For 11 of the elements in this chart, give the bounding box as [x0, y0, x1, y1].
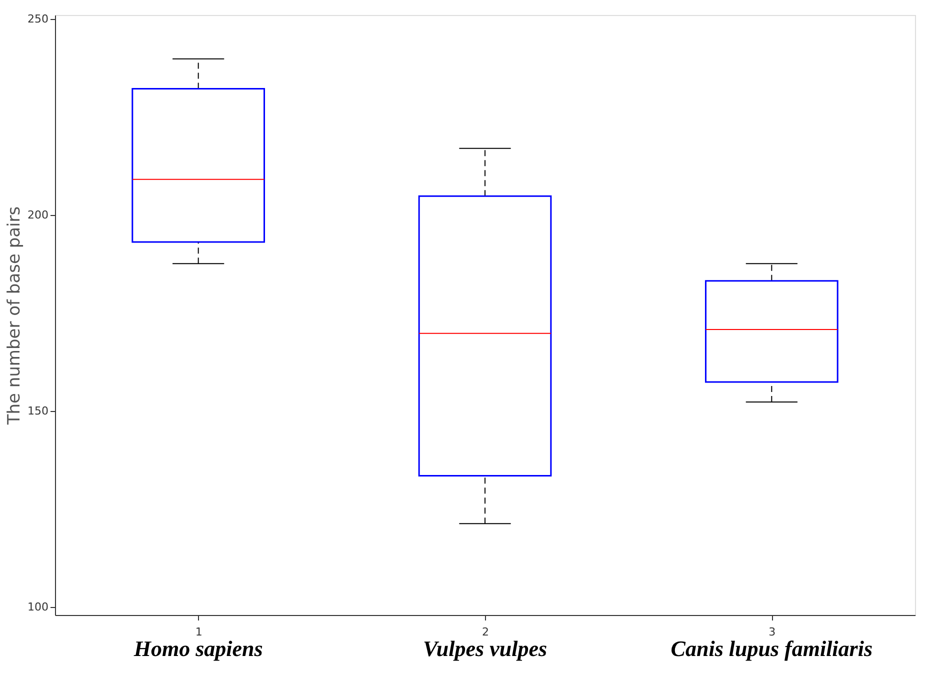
x-tick-label: 3 — [768, 626, 776, 638]
x-tick-label: 1 — [195, 626, 202, 638]
text: Homo sapiens — [132, 636, 263, 661]
x-tick-label: 2 — [482, 626, 489, 638]
y-tick-label: 100 — [28, 600, 48, 614]
text: Canis lupus familiaris — [670, 636, 873, 661]
y-tick-label: 150 — [28, 404, 48, 418]
y-tick-label: 200 — [28, 208, 48, 222]
text: Vulpes vulpes — [422, 636, 548, 661]
y-axis-title: The number of base pairs — [4, 206, 25, 426]
y-tick-label: 250 — [28, 12, 48, 26]
